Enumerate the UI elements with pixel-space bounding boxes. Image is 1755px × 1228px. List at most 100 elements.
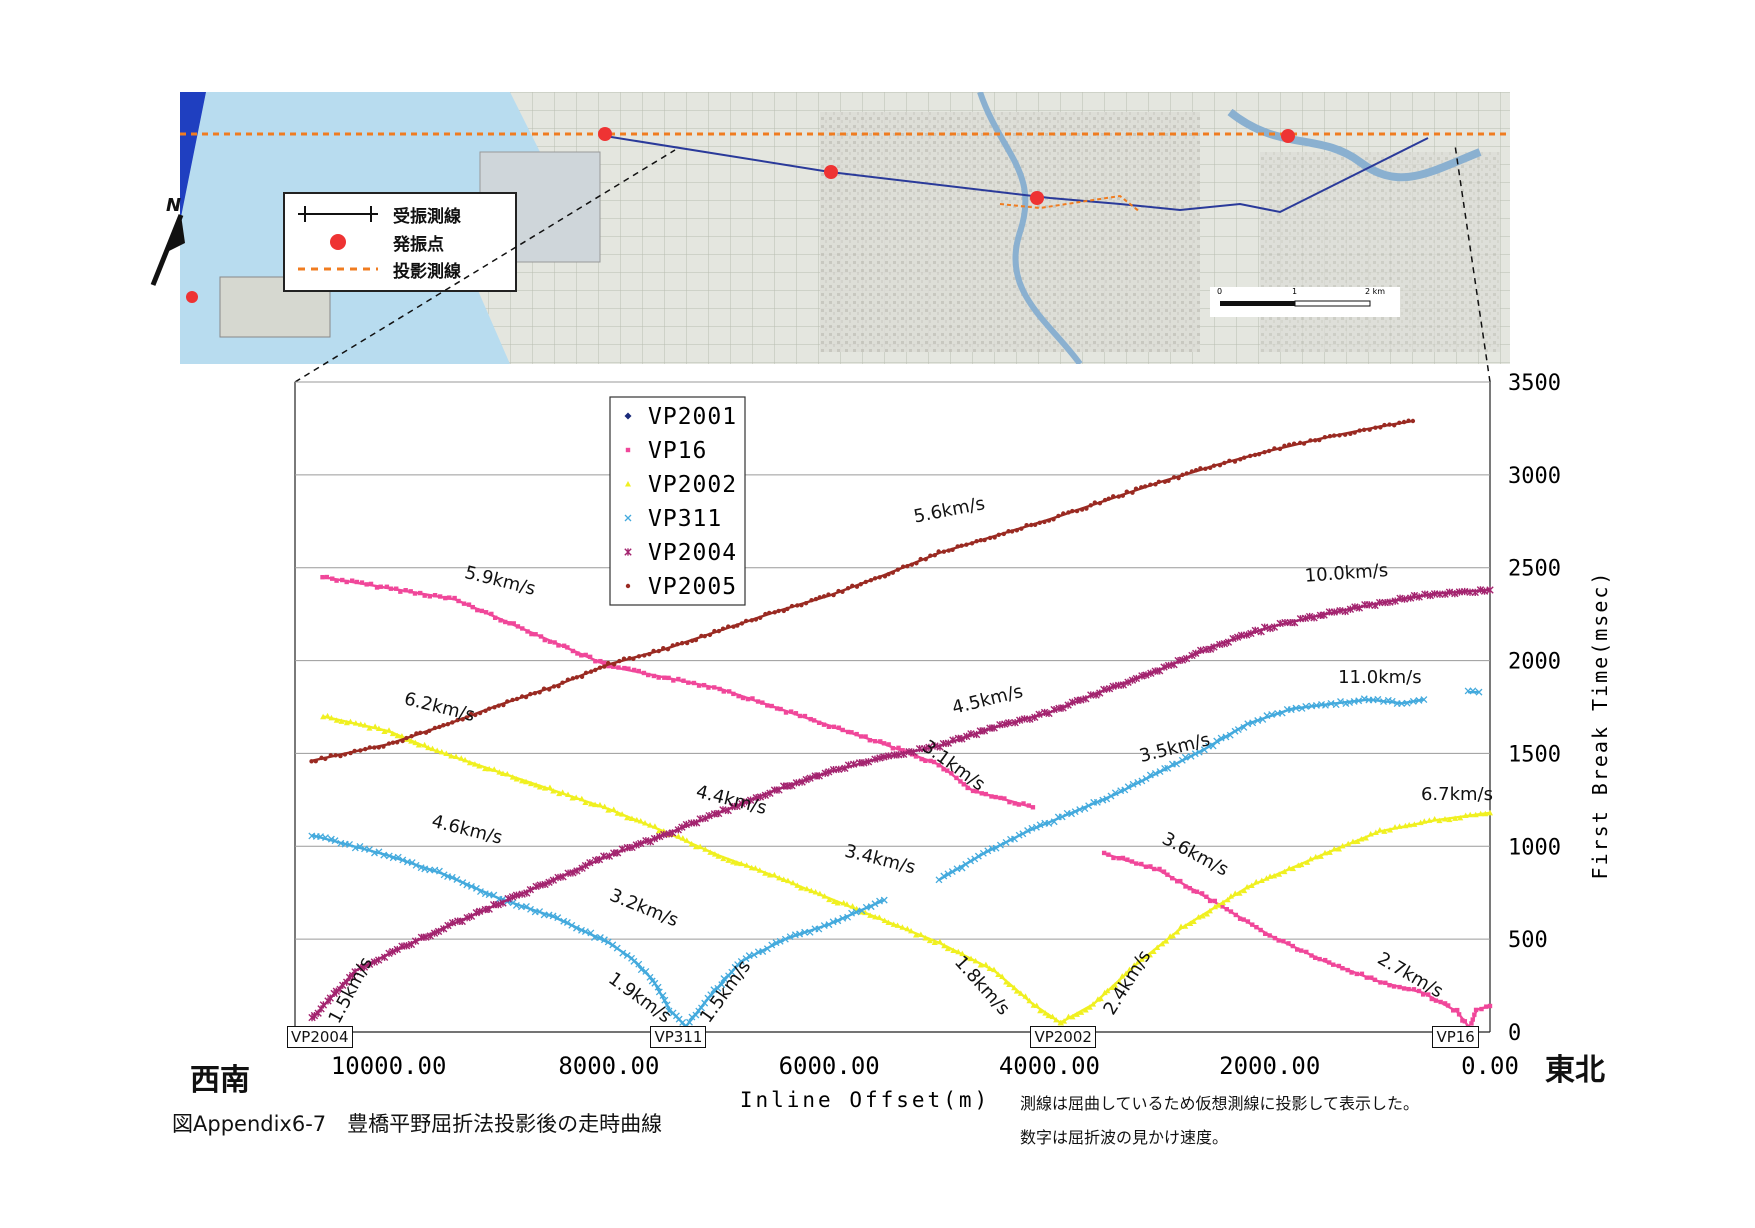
series-point-VP2004 bbox=[1220, 639, 1229, 648]
series-point-VP2004 bbox=[508, 893, 517, 901]
x-tick-label-2: 6000.00 bbox=[779, 1052, 880, 1080]
series-point-VP2002 bbox=[794, 882, 801, 888]
chart-legend: VP2001 VP16 VP2002 VP311 VP2004 VP2005 bbox=[609, 396, 746, 606]
series-point-VP311 bbox=[962, 860, 970, 868]
series-point-VP2002 bbox=[876, 914, 883, 920]
series-point-VP2004 bbox=[1451, 589, 1459, 598]
series-point-VP2002 bbox=[890, 921, 897, 927]
series-point-VP2002 bbox=[1290, 865, 1297, 872]
series-point-VP2002 bbox=[762, 870, 769, 876]
series-point-VP2005 bbox=[1342, 432, 1348, 437]
series-point-VP16 bbox=[606, 663, 611, 669]
series-point-VP16 bbox=[1143, 864, 1149, 869]
series-point-VP2002 bbox=[963, 954, 970, 961]
series-point-VP311 bbox=[1278, 709, 1286, 717]
series-point-VP16 bbox=[1372, 977, 1378, 983]
series-point-VP16 bbox=[858, 734, 864, 739]
series-point-VP16 bbox=[890, 746, 896, 751]
series-point-VP2004 bbox=[632, 841, 640, 849]
series-point-VP311 bbox=[1085, 802, 1093, 810]
series-point-VP16 bbox=[579, 653, 584, 658]
series-point-VP2002 bbox=[913, 931, 920, 938]
series-point-VP2002 bbox=[1312, 853, 1319, 860]
series-point-VP311 bbox=[637, 966, 645, 974]
series-point-VP311 bbox=[1134, 779, 1142, 786]
series-point-VP2004 bbox=[526, 885, 535, 894]
series-point-VP2005 bbox=[1116, 494, 1121, 499]
series-point-VP16 bbox=[570, 648, 576, 654]
series-point-VP2005 bbox=[1074, 508, 1080, 514]
series-point-VP2002 bbox=[995, 971, 1002, 978]
series-point-VP2005 bbox=[665, 647, 671, 652]
series-point-VP311 bbox=[737, 957, 745, 965]
series-point-VP16 bbox=[931, 759, 937, 765]
series-point-VP311 bbox=[463, 881, 471, 889]
series-point-VP2005 bbox=[612, 662, 617, 667]
legend-marker-VP2005 bbox=[625, 583, 631, 589]
series-point-VP311 bbox=[979, 849, 987, 857]
series-point-VP311 bbox=[578, 926, 585, 934]
velocity-label-12: 2.4km/s bbox=[1099, 947, 1155, 1019]
series-point-VP2002 bbox=[1112, 982, 1119, 988]
series-point-VP2005 bbox=[333, 753, 338, 758]
series-point-VP2005 bbox=[352, 748, 357, 754]
series-point-VP2002 bbox=[834, 899, 841, 906]
series-point-VP16 bbox=[706, 685, 711, 690]
series-point-VP2002 bbox=[1174, 928, 1181, 935]
series-point-VP2005 bbox=[1066, 510, 1071, 515]
vp-label-3: VP16 bbox=[1432, 1026, 1479, 1048]
series-point-VP2002 bbox=[1335, 845, 1342, 852]
series-point-VP16 bbox=[398, 589, 403, 594]
series-point-VP311 bbox=[1103, 795, 1111, 803]
series-point-VP2002 bbox=[999, 973, 1006, 979]
series-point-VP311 bbox=[839, 914, 847, 922]
series-point-VP16 bbox=[691, 680, 697, 686]
series-point-VP2002 bbox=[1187, 920, 1194, 926]
series-point-VP2005 bbox=[541, 686, 547, 691]
series-point-VP16 bbox=[1272, 935, 1278, 941]
series-layer bbox=[308, 418, 1494, 1033]
series-point-VP2005 bbox=[386, 741, 392, 746]
series-point-VP2005 bbox=[670, 643, 675, 648]
series-point-VP16 bbox=[636, 668, 641, 674]
series-point-VP2005 bbox=[1282, 443, 1287, 448]
legend-receiver-line: 受振測線 bbox=[393, 207, 461, 227]
gridlines bbox=[295, 381, 1490, 940]
series-point-VP311 bbox=[692, 1011, 700, 1019]
series-point-VP2005 bbox=[574, 675, 579, 680]
shot-point-vp2002 bbox=[1030, 191, 1044, 205]
series-point-VP2002 bbox=[347, 718, 354, 725]
series-point-VP2004 bbox=[1068, 698, 1077, 706]
series-point-VP16 bbox=[945, 768, 950, 773]
y-axis-label: First Break Time(msec) bbox=[1588, 571, 1612, 880]
series-point-VP16 bbox=[520, 626, 525, 631]
series-point-VP311 bbox=[1469, 687, 1477, 695]
series-point-VP2002 bbox=[1354, 838, 1361, 845]
series-point-VP16 bbox=[1317, 956, 1322, 962]
series-point-VP16 bbox=[1224, 906, 1229, 912]
series-point-VP2002 bbox=[1276, 871, 1283, 877]
series-point-VP2004 bbox=[792, 779, 801, 787]
series-VP2004 bbox=[308, 586, 1494, 1022]
series-point-VP2004 bbox=[1105, 684, 1114, 693]
series-point-VP16 bbox=[731, 691, 736, 697]
series-point-VP2005 bbox=[1046, 518, 1052, 523]
series-point-VP2005 bbox=[1042, 519, 1047, 525]
legend-shot-point: 発振点 bbox=[393, 235, 444, 255]
series-point-VP16 bbox=[1470, 1017, 1475, 1022]
series-point-VP311 bbox=[421, 865, 429, 873]
series-point-VP2004 bbox=[1059, 704, 1067, 712]
series-point-VP16 bbox=[602, 660, 607, 666]
series-point-VP16 bbox=[896, 745, 901, 751]
series-point-VP16 bbox=[712, 685, 717, 690]
series-point-VP2002 bbox=[425, 744, 432, 751]
series-point-VP2005 bbox=[323, 756, 328, 762]
series-point-VP311 bbox=[1058, 813, 1066, 821]
series-point-VP311 bbox=[796, 930, 804, 938]
series-point-VP16 bbox=[349, 578, 355, 583]
series-point-VP2004 bbox=[756, 793, 765, 801]
series-point-VP16 bbox=[1207, 898, 1213, 904]
series-point-VP2002 bbox=[776, 874, 783, 881]
series-point-VP2002 bbox=[1215, 902, 1222, 908]
series-point-VP2004 bbox=[920, 745, 929, 753]
